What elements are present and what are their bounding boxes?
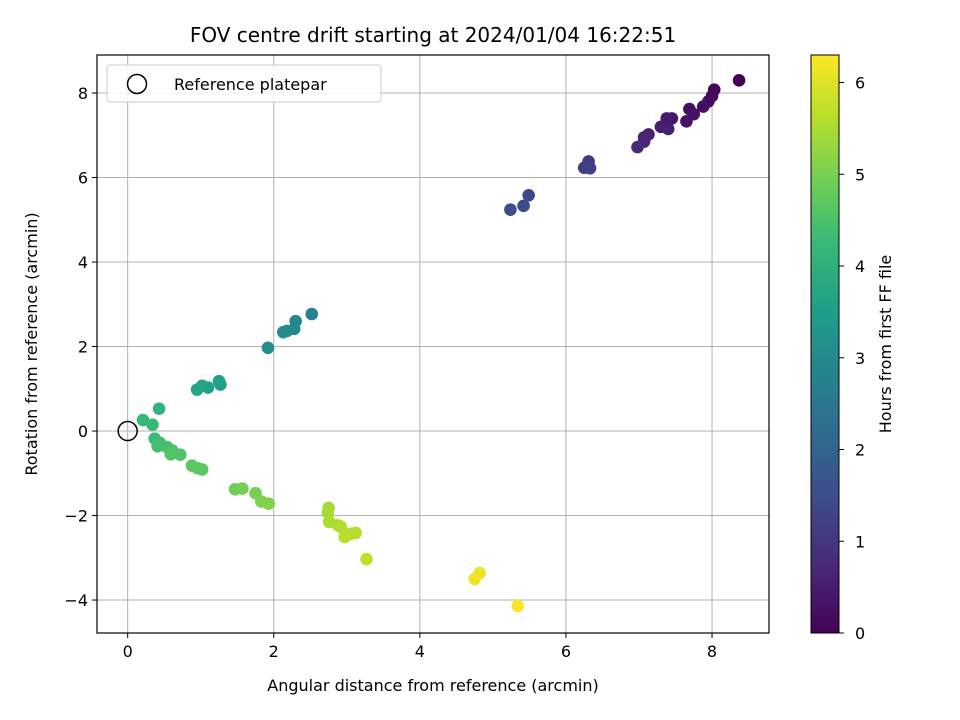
x-tick-label: 0 [123, 642, 133, 661]
data-point [511, 599, 525, 613]
data-point [190, 383, 204, 396]
colorbar-tick-label: 3 [855, 349, 865, 368]
y-tick-label: −4 [64, 591, 88, 610]
colorbar-tick-label: 2 [855, 441, 865, 460]
y-tick-label: 8 [78, 84, 88, 103]
data-point [236, 482, 249, 495]
data-point [468, 572, 481, 586]
y-tick-label: 4 [78, 253, 88, 272]
data-point [146, 418, 159, 432]
data-point [173, 448, 187, 461]
data-point [522, 188, 535, 202]
legend: Reference platepar [106, 64, 382, 103]
data-point [360, 552, 373, 566]
data-point [164, 447, 178, 461]
y-tick-label: −2 [64, 507, 88, 526]
reference-marker [117, 420, 138, 442]
colorbar-gradient [811, 55, 839, 633]
data-point [136, 413, 150, 427]
data-point [321, 506, 335, 519]
colorbar-ticks: 0 1 2 3 4 5 6 [839, 74, 865, 643]
chart-title: FOV centre drift starting at 2024/01/04 … [190, 23, 676, 47]
y-tick-label: 6 [78, 169, 88, 188]
data-point [262, 497, 275, 511]
data-point [338, 530, 351, 544]
colorbar-tick-label: 0 [855, 624, 865, 643]
plot-frame [96, 54, 770, 634]
data-point [305, 307, 319, 321]
colorbar-tick-label: 6 [855, 74, 865, 93]
data-point [517, 199, 530, 213]
data-point [504, 203, 517, 216]
colorbar-label: Hours from first FF file [876, 255, 895, 434]
y-tick-label: 0 [78, 422, 88, 441]
colorbar-frame [810, 54, 840, 634]
data-point [152, 402, 166, 415]
x-axis-ticks: 0 2 4 6 8 [123, 633, 717, 661]
data-point [631, 140, 644, 154]
data-point [195, 463, 209, 476]
x-axis-label: Angular distance from reference (arcmin) [267, 676, 598, 695]
data-point [214, 378, 227, 391]
data-point [583, 161, 597, 175]
reference-platepar-marker [117, 420, 138, 442]
data-point [276, 325, 290, 339]
x-tick-label: 2 [269, 642, 279, 661]
colorbar-tick-label: 4 [855, 257, 865, 276]
y-axis-ticks: −4 −2 0 2 4 6 8 [64, 84, 97, 610]
x-tick-label: 6 [561, 642, 571, 661]
colorbar: 0 1 2 3 4 5 6 Hours from first FF file [810, 54, 895, 643]
data-point [349, 526, 362, 540]
legend-entry-label: Reference platepar [174, 75, 327, 94]
y-axis-label: Rotation from reference (arcmin) [22, 212, 41, 475]
colorbar-tick-label: 1 [855, 532, 865, 551]
data-point [661, 122, 675, 136]
y-tick-label: 2 [78, 338, 88, 357]
scatter-points [136, 74, 746, 613]
data-point [151, 439, 164, 453]
data-point [334, 520, 348, 534]
data-point [261, 341, 275, 355]
x-tick-label: 4 [415, 642, 425, 661]
x-tick-label: 8 [707, 642, 717, 661]
data-point [732, 74, 746, 87]
data-point [696, 100, 710, 113]
legend-marker-open-circle [126, 73, 148, 95]
data-point [680, 115, 693, 128]
legend-box [106, 64, 382, 103]
grid-lines [97, 55, 769, 633]
colorbar-tick-label: 5 [855, 165, 865, 184]
